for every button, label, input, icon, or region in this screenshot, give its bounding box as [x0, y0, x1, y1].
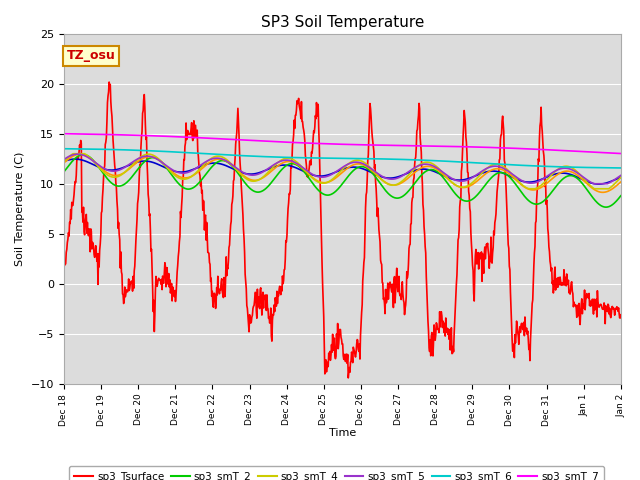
Text: TZ_osu: TZ_osu — [67, 49, 116, 62]
X-axis label: Time: Time — [329, 428, 356, 438]
Legend: sp3_Tsurface, sp3_smT_1, sp3_smT_2, sp3_smT_3, sp3_smT_4, sp3_smT_5, sp3_smT_6, : sp3_Tsurface, sp3_smT_1, sp3_smT_2, sp3_… — [69, 466, 604, 480]
Title: SP3 Soil Temperature: SP3 Soil Temperature — [260, 15, 424, 30]
Y-axis label: Soil Temperature (C): Soil Temperature (C) — [15, 152, 26, 266]
